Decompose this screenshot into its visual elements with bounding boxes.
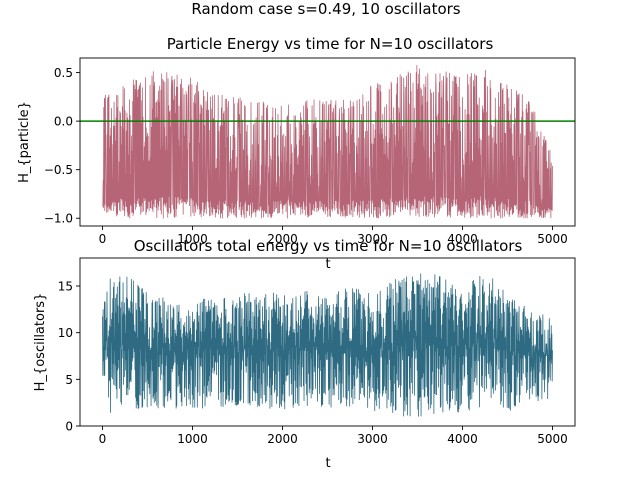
chart-2-axes-frame: [79, 257, 576, 427]
chart-2-x-ticks: 0 1000 2000 3000 4000 5000: [99, 426, 568, 446]
chart-oscillators-energy: Oscillators total energy vs time for N=1…: [33, 237, 576, 471]
chart-1-plot-area: [80, 64, 575, 219]
series-line: [102, 273, 553, 417]
y-tick-label: −0.5: [44, 163, 73, 177]
x-tick-label: 0: [99, 232, 107, 246]
series-line: [102, 64, 553, 219]
y-tick-label: 5: [65, 373, 73, 387]
x-tick-label: 5000: [537, 432, 568, 446]
chart-1-y-ticks: −1.0 −0.5 0.0 0.5: [44, 66, 80, 226]
x-tick-label: 5000: [537, 232, 568, 246]
figure-suptitle: Random case s=0.49, 10 oscillators: [191, 0, 460, 18]
x-tick-label: 4000: [447, 432, 478, 446]
y-tick-label: 10: [58, 326, 73, 340]
chart-2-xlabel: t: [325, 456, 330, 471]
x-tick-label: 3000: [357, 232, 388, 246]
chart-particle-energy: Particle Energy vs time for N=10 oscilla…: [17, 35, 576, 272]
x-tick-label: 1000: [177, 432, 208, 446]
y-tick-label: 15: [58, 280, 73, 294]
x-tick-label: 3000: [357, 432, 388, 446]
y-tick-label: −1.0: [44, 212, 73, 226]
x-tick-label: 2000: [267, 432, 298, 446]
x-tick-label: 2000: [267, 232, 298, 246]
chart-2-title: Oscillators total energy vs time for N=1…: [134, 237, 523, 255]
chart-2-y-ticks: 0 5 10 15: [58, 280, 80, 434]
y-tick-label: 0: [65, 420, 73, 434]
x-tick-label: 1000: [177, 232, 208, 246]
chart-2-ylabel: H_{oscillators}: [33, 293, 48, 392]
x-tick-label: 4000: [447, 232, 478, 246]
y-tick-label: 0.5: [54, 66, 73, 80]
y-tick-label: 0.0: [54, 115, 73, 129]
chart-1-xlabel: t: [325, 257, 330, 272]
chart-1-axes-frame: [79, 57, 576, 227]
x-tick-label: 0: [99, 432, 107, 446]
chart-1-ylabel: H_{particle}: [17, 101, 32, 183]
chart-1-x-ticks: 0 1000 2000 3000 4000 5000: [99, 226, 568, 246]
chart-1-title: Particle Energy vs time for N=10 oscilla…: [167, 35, 494, 53]
chart-2-plot-area: [102, 273, 553, 417]
